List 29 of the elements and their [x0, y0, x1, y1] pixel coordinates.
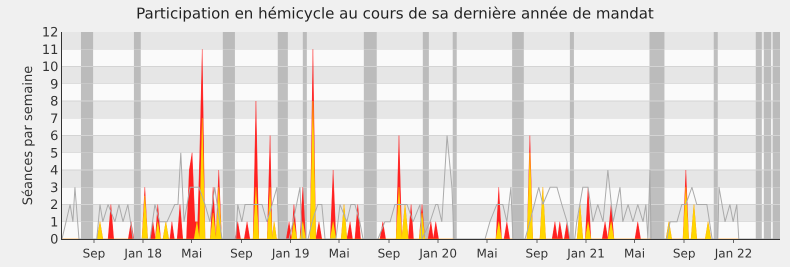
x-tick-label: Sep — [378, 246, 400, 260]
y-tick-label: 6 — [50, 129, 58, 144]
y-axis-title: Séances par semaine — [20, 66, 36, 206]
y-tick-label: 7 — [50, 112, 58, 127]
x-tick-label: Sep — [230, 246, 253, 260]
chart-title: Participation en hémicycle au cours de sa dernière année de mandat — [136, 4, 654, 23]
y-tick-label: 3 — [50, 180, 58, 196]
x-tick-label: Sep — [525, 246, 548, 260]
x-tick-label: Mai — [328, 246, 350, 260]
y-tick-label: 9 — [50, 77, 58, 92]
y-tick-label: 11 — [42, 42, 58, 58]
x-tick-label: Jan 20 — [418, 246, 457, 260]
x-tick-label: Jan 21 — [566, 246, 605, 260]
y-tick-label: 4 — [50, 164, 58, 179]
y-tick-label: 12 — [42, 26, 58, 41]
x-tick-label: Mai — [624, 246, 646, 260]
y-tick-label: 5 — [50, 146, 58, 162]
x-tick-label: Sep — [672, 246, 696, 260]
y-tick-label: 8 — [50, 94, 58, 110]
x-tick-label: Sep — [82, 246, 106, 260]
x-tick-label: Mai — [181, 246, 202, 260]
y-tick-label: 10 — [42, 60, 58, 76]
x-tick-label: Jan 22 — [714, 246, 752, 260]
x-tick-label: Jan 18 — [123, 246, 162, 260]
x-tick-label: Mai — [476, 246, 498, 260]
x-tick-label: Jan 19 — [270, 246, 310, 260]
y-tick-label: 1 — [50, 215, 58, 230]
y-tick-label: 0 — [50, 232, 58, 248]
y-tick-label: 2 — [50, 198, 58, 214]
